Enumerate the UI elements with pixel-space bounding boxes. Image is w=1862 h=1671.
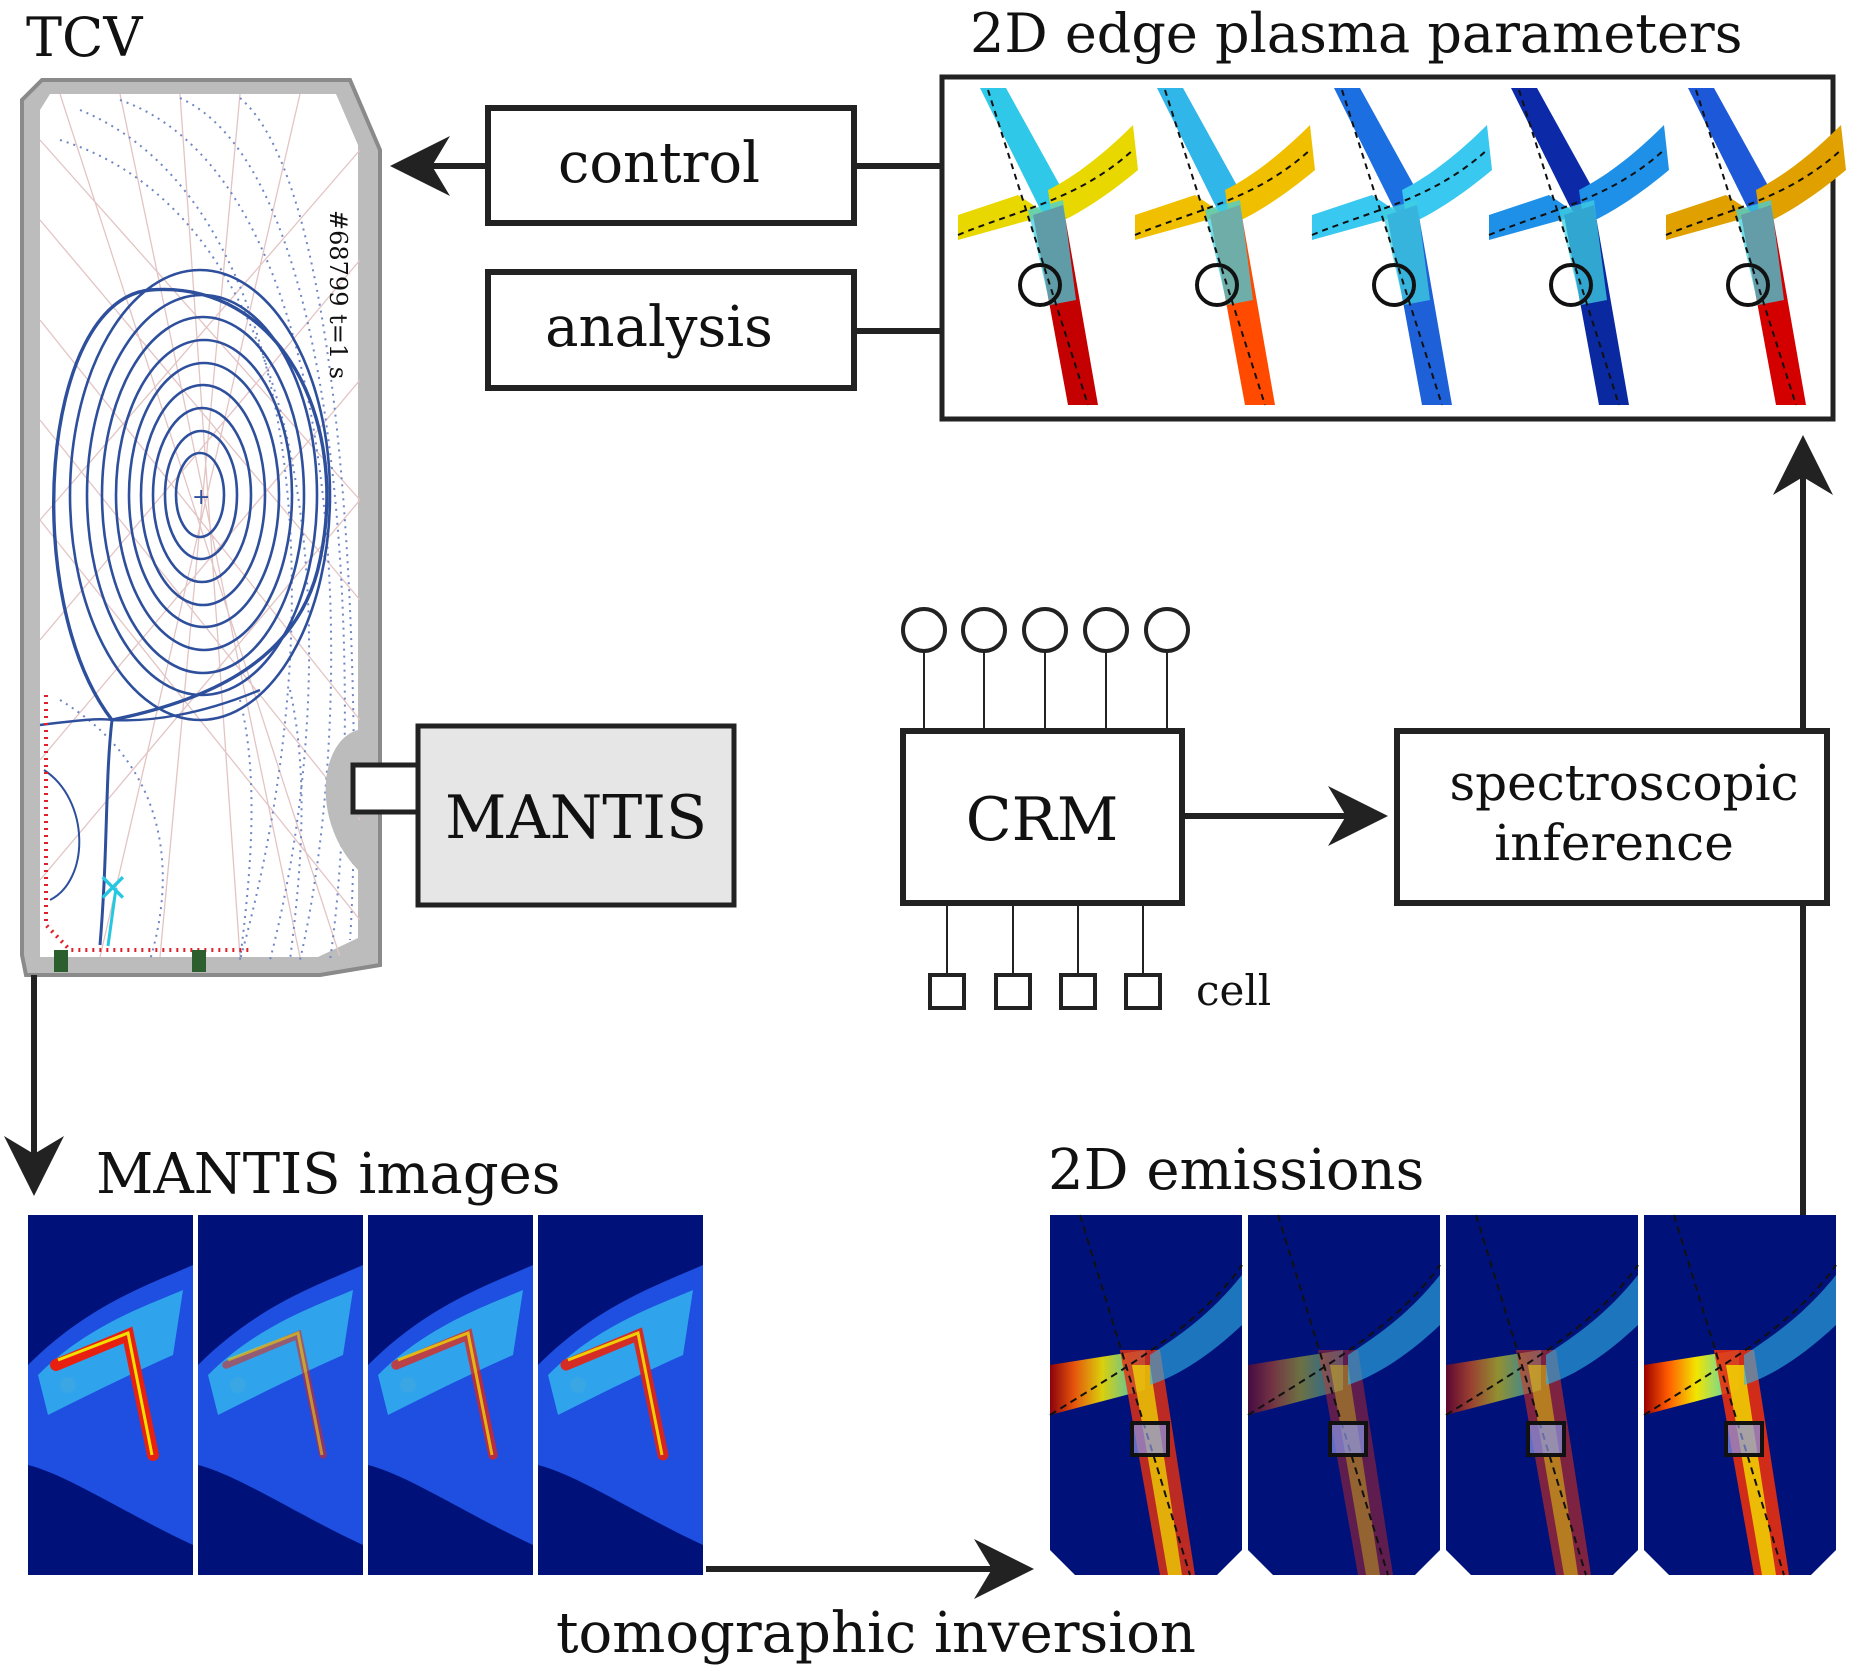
param-probe-circle: [1726, 263, 1770, 307]
crm-input-node: [1083, 607, 1129, 653]
tcv-center-cross: +: [192, 485, 210, 510]
analysis-label: analysis: [545, 295, 773, 360]
emission-image: [1049, 1214, 1243, 1576]
param-map: [1134, 88, 1315, 406]
tcv-port: [325, 730, 358, 870]
crm-block: CRM cell: [900, 607, 1271, 1015]
crm-cell-node: [1059, 973, 1097, 1010]
emission-cell-box: [1130, 1421, 1170, 1457]
mantis-label: MANTIS: [445, 783, 707, 853]
tcv-dotted-flux: [59, 97, 355, 961]
crm-cell-node: [928, 973, 966, 1010]
mantis-image: [198, 1215, 363, 1575]
emission-cell-box: [1526, 1421, 1566, 1457]
crm-input-node: [901, 607, 947, 653]
mantis-image: [368, 1215, 533, 1575]
control-label: control: [558, 131, 760, 196]
mantis-camera: MANTIS: [350, 723, 737, 908]
param-map: [1488, 88, 1669, 406]
param-probe-circle: [1372, 263, 1416, 307]
mantis-images-title: MANTIS images: [96, 1142, 561, 1207]
tcv-tile-left: [54, 950, 68, 972]
tcv-vessel: + × #68799 t=1 s: [20, 78, 382, 977]
param-probe-circle: [1018, 263, 1062, 307]
mantis-image: [28, 1215, 193, 1575]
tcv-tile-right: [192, 950, 206, 972]
crm-input-node: [1022, 607, 1068, 653]
emission-image: [1643, 1214, 1837, 1576]
param-probe-circle: [1195, 263, 1239, 307]
emission-image: [1445, 1214, 1639, 1576]
tcv-flux-surfaces: [39, 268, 332, 946]
emission-image: [1247, 1214, 1441, 1576]
tomographic-label: tomographic inversion: [556, 1601, 1196, 1666]
crm-label: CRM: [966, 785, 1119, 855]
param-map: [957, 88, 1138, 406]
crm-cell-node: [1124, 973, 1162, 1010]
crm-input-node: [1144, 607, 1190, 653]
spectroscopic-label-line2: inference: [1494, 814, 1734, 872]
edge-params-panel: [939, 74, 1846, 422]
emission-cell-box: [1328, 1421, 1368, 1457]
mantis-image: [538, 1215, 703, 1575]
crm-input-node: [961, 607, 1007, 653]
emission-cell-box: [1724, 1421, 1764, 1457]
mantis-images-strip: [28, 1215, 703, 1575]
analysis-box: analysis: [485, 269, 857, 391]
tcv-label: TCV: [26, 6, 143, 69]
control-box: control: [485, 105, 857, 226]
param-map: [1665, 88, 1846, 406]
param-map: [1311, 88, 1492, 406]
edge-params-title: 2D edge plasma parameters: [970, 2, 1742, 65]
tcv-shot-label: #68799 t=1 s: [324, 210, 352, 379]
tcv-divertor-leg: [106, 887, 118, 947]
crm-cell-node: [994, 973, 1032, 1010]
spectroscopic-label-line1: spectroscopic: [1449, 754, 1798, 812]
spectroscopic-inference-box: spectroscopic inference: [1394, 728, 1830, 906]
emissions-strip: [1049, 1214, 1837, 1576]
cell-label: cell: [1196, 966, 1271, 1015]
emissions-title: 2D emissions: [1048, 1138, 1424, 1203]
param-probe-circle: [1549, 263, 1593, 307]
